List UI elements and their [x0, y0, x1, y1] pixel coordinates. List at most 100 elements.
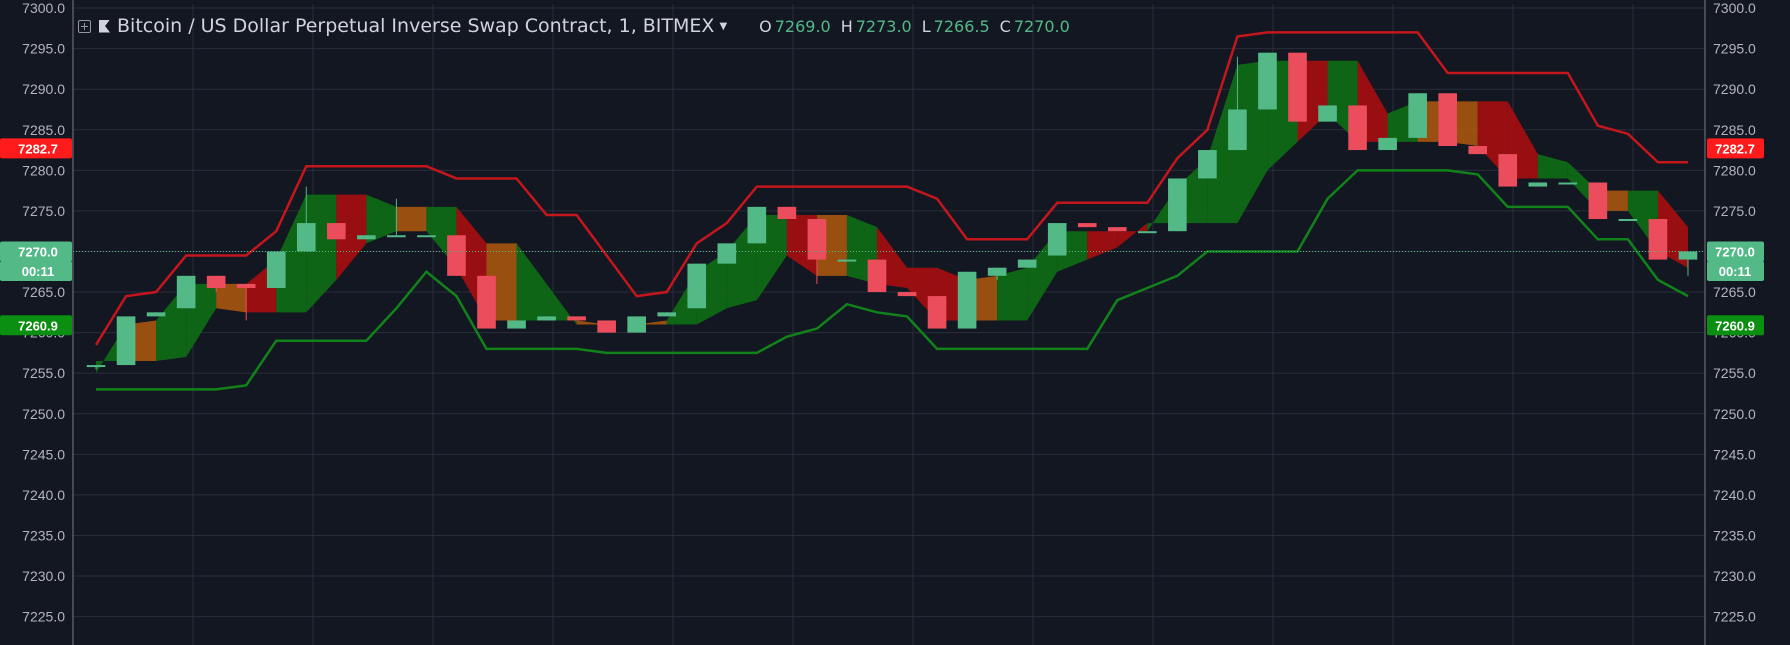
- candle-body: [387, 235, 406, 238]
- candle-body: [687, 263, 707, 309]
- flag-icon[interactable]: [99, 19, 110, 33]
- upper-band-line: [94, 31, 1688, 346]
- candle-body: [266, 251, 286, 288]
- candle-body: [1468, 145, 1488, 155]
- y-tick-label-right: 7230.0: [1713, 568, 1756, 584]
- cloud-segment: [366, 194, 397, 244]
- y-tick-label-right: 7235.0: [1713, 527, 1756, 543]
- close-value: 7270.0: [1013, 16, 1070, 36]
- y-tick-label-left: 7235.0: [22, 527, 65, 543]
- candle-body: [1558, 182, 1578, 185]
- y-tick-label-left: 7250.0: [22, 406, 65, 422]
- price-label-right: 7270.0: [1715, 244, 1755, 259]
- y-tick-label-left: 7255.0: [22, 365, 65, 381]
- open-key: O: [759, 16, 772, 36]
- candle-body: [1198, 150, 1217, 179]
- symbol-title[interactable]: Bitcoin / US Dollar Perpetual Inverse Sw…: [117, 15, 715, 37]
- expand-icon[interactable]: [78, 19, 91, 33]
- candle-body: [1648, 219, 1668, 260]
- candle-body: [567, 316, 586, 321]
- open-value: 7269.0: [774, 16, 831, 36]
- candle-body: [1678, 251, 1698, 260]
- price-label-left-bg: [0, 138, 72, 159]
- candle-body: [176, 275, 196, 309]
- price-label-left: 00:11: [22, 264, 55, 279]
- candle-body: [1408, 93, 1427, 138]
- candle-body: [1318, 105, 1337, 122]
- candle-body: [777, 206, 797, 220]
- y-tick-label-left: 7245.0: [22, 446, 65, 462]
- candle-body: [1348, 105, 1367, 151]
- cloud-segment: [636, 320, 667, 325]
- candle-body: [1528, 182, 1548, 187]
- y-tick-label-right: 7265.0: [1713, 284, 1756, 300]
- cloud-segment: [546, 283, 577, 325]
- price-label-right-bg: [1707, 260, 1764, 281]
- candle-body: [447, 235, 466, 276]
- candle-body: [507, 320, 526, 329]
- cloud-segment: [1537, 154, 1568, 179]
- cloud-segment: [396, 206, 427, 232]
- candle-body: [236, 283, 256, 288]
- candle-body: [1047, 223, 1067, 256]
- candle-body: [927, 296, 947, 329]
- low-key: L: [921, 16, 931, 36]
- price-label-right: 00:11: [1719, 264, 1752, 279]
- candle-body: [1168, 178, 1187, 232]
- y-tick-label-right: 7250.0: [1713, 406, 1756, 422]
- price-label-left: 7270.0: [18, 244, 58, 259]
- candle-body: [1107, 227, 1127, 232]
- candle-body: [357, 235, 376, 240]
- cloud-segment: [1087, 231, 1118, 260]
- candle-body: [86, 365, 106, 368]
- chart-legend: Bitcoin / US Dollar Perpetual Inverse Sw…: [78, 14, 1070, 38]
- cloud-segment: [516, 243, 547, 321]
- y-tick-label-left: 7265.0: [22, 284, 65, 300]
- y-tick-label-right: 7285.0: [1713, 122, 1756, 138]
- cloud-segment: [216, 283, 247, 313]
- price-label-left-bg: [0, 260, 72, 281]
- candle-body: [747, 206, 767, 244]
- price-label-left-bg: [0, 315, 72, 336]
- high-value: 7273.0: [855, 16, 912, 36]
- y-tick-label-right: 7295.0: [1713, 41, 1756, 57]
- cloud-segment: [576, 320, 607, 325]
- y-tick-label-left: 7280.0: [22, 162, 65, 178]
- candle-body: [1228, 109, 1247, 151]
- candle-body: [206, 275, 226, 288]
- candle-body: [867, 259, 887, 293]
- low-value: 7266.5: [933, 16, 990, 36]
- y-tick-label-left: 7240.0: [22, 487, 65, 503]
- price-label-right: 7260.9: [1715, 318, 1755, 333]
- chevron-down-icon[interactable]: ▼: [719, 20, 728, 32]
- y-tick-label-right: 7290.0: [1713, 81, 1756, 97]
- y-tick-label-left: 7300.0: [22, 0, 65, 16]
- cloud-segment: [336, 194, 367, 280]
- candle-body: [1258, 52, 1277, 110]
- candle-body: [1618, 219, 1638, 222]
- y-tick-label-right: 7275.0: [1713, 203, 1756, 219]
- cloud-segment: [997, 267, 1028, 321]
- candle-body: [957, 271, 977, 329]
- high-key: H: [840, 16, 853, 36]
- y-tick-label-right: 7225.0: [1713, 609, 1756, 625]
- y-tick-label-right: 7245.0: [1713, 446, 1756, 462]
- y-tick-label-left: 7230.0: [22, 568, 65, 584]
- price-label-right-bg: [1707, 315, 1764, 336]
- candle-body: [1378, 137, 1397, 151]
- candle-body: [1438, 93, 1457, 146]
- candle-body: [327, 223, 346, 240]
- y-tick-label-left: 7225.0: [22, 609, 65, 625]
- candle-body: [1288, 52, 1307, 122]
- price-label-left: 7260.9: [18, 318, 58, 333]
- candle-body: [1138, 231, 1157, 234]
- y-tick-label-right: 7280.0: [1713, 162, 1756, 178]
- y-tick-label-left: 7295.0: [22, 41, 65, 57]
- cloud-segment: [1117, 223, 1148, 248]
- candle-body: [1588, 182, 1608, 220]
- candle-body: [807, 219, 827, 260]
- candle-body: [1017, 259, 1037, 268]
- candle-body: [897, 292, 917, 297]
